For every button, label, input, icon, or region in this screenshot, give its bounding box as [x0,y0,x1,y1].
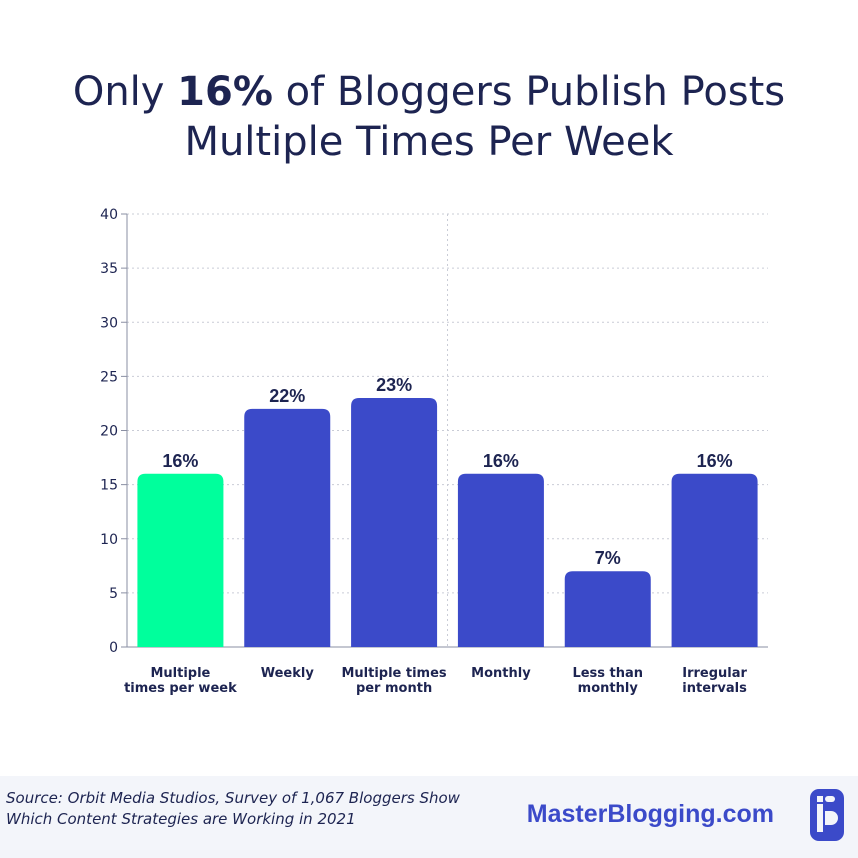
title-prefix: Only [72,68,178,115]
brand-name[interactable]: MasterBlogging.com [526,800,774,828]
y-tick-label: 20 [100,424,118,440]
bar [564,571,651,647]
data-label: 16% [483,451,519,471]
data-label: 7% [595,548,621,568]
x-tick-label-line: per month [356,681,432,696]
y-tick-label: 35 [100,261,118,277]
y-tick-label: 30 [100,315,118,331]
x-tick-label: Multiple times per week [124,666,237,696]
footer: Source: Orbit Media Studios, Survey of 1… [0,776,858,858]
x-tick-label-line: Weekly [261,666,315,681]
data-label: 22% [269,386,305,406]
x-tick-label: Multiple times per month [341,666,446,696]
source-note: Source: Orbit Media Studios, Survey of 1… [6,788,506,830]
title-highlight: 16% [177,68,273,115]
title-line-1: Only 16% of Bloggers Publish Posts [0,67,858,117]
x-tick-label-line: times per week [124,681,237,696]
x-tick-label: Less than monthly [572,666,643,696]
x-tick-label-line: Multiple times [341,666,446,681]
y-tick-label: 10 [100,532,118,548]
source-line-2: Which Content Strategies are Working in … [6,810,356,828]
chart-title: Only 16% of Bloggers Publish Posts Multi… [0,67,858,167]
y-tick-label: 5 [109,586,118,602]
x-tick-label-line: Less than [572,666,643,681]
data-label: 16% [697,451,733,471]
x-tick-label: Monthly [471,666,531,681]
y-tick-label: 15 [100,478,118,494]
y-tick-label: 0 [109,640,118,656]
masterblogging-logo-icon [810,789,844,841]
data-label: 16% [162,451,198,471]
x-tick-label-line: Multiple [150,666,210,681]
data-label: 23% [376,375,412,395]
x-tick-label-line: Irregular [682,666,747,681]
bar [351,398,438,647]
bar [457,473,544,647]
x-tick-label: Weekly [261,666,315,681]
y-tick-label: 40 [100,207,118,223]
bar [244,408,331,647]
bar [137,473,224,647]
x-tick-label: Irregular intervals [682,666,747,696]
source-line-1: Source: Orbit Media Studios, Survey of 1… [6,789,460,807]
title-suffix: of Bloggers Publish Posts [272,68,786,115]
title-line-2: Multiple Times Per Week [184,118,674,165]
x-tick-label-line: Monthly [471,666,531,681]
x-tick-label-line: monthly [578,681,639,696]
x-tick-label-line: intervals [682,681,747,696]
bar-chart: 0 5 10 15 20 25 30 35 40 16% Multiple times per wee… [100,207,768,696]
bar [671,473,758,647]
y-tick-label: 25 [100,369,118,385]
